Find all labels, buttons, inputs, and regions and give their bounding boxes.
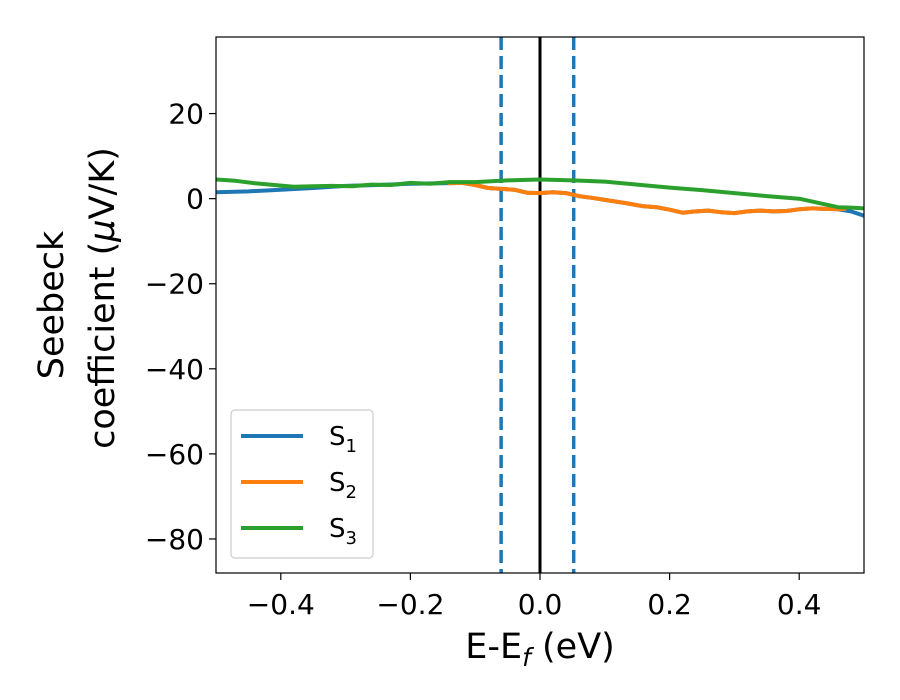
y-axis-label-line2-main: coefficient ( bbox=[83, 242, 123, 449]
vertical-reference-lines bbox=[499, 37, 576, 573]
legend-s1-name: S bbox=[329, 422, 346, 452]
series-layer bbox=[216, 177, 864, 218]
y-axis-label-line1: Seebeck bbox=[32, 230, 72, 379]
y-axis-ticks: 20 0 −20 −40 −60 −80 bbox=[145, 98, 216, 556]
x-axis-label-main: E-E bbox=[465, 627, 522, 667]
x-tick-label: −0.4 bbox=[247, 588, 315, 621]
series-line-s2 bbox=[447, 180, 847, 216]
y-axis-label: Seebeck coefficient (μV/K) bbox=[32, 147, 123, 449]
y-tick-label: −40 bbox=[145, 353, 204, 386]
y-tick-label: −20 bbox=[145, 268, 204, 301]
x-axis-ticks: −0.4 −0.2 0.0 0.2 0.4 bbox=[247, 573, 822, 621]
y-tick-label: 20 bbox=[168, 98, 204, 131]
y-tick-label: −80 bbox=[145, 523, 204, 556]
legend-s2-sub: 2 bbox=[346, 482, 357, 503]
y-tick-label: 0 bbox=[186, 183, 204, 216]
x-tick-label: 0.4 bbox=[777, 588, 822, 621]
legend-s3-name: S bbox=[329, 514, 346, 544]
x-axis-label-unit: (eV) bbox=[531, 627, 615, 667]
legend-label-s1: S1 bbox=[329, 422, 357, 457]
legend-s3-sub: 3 bbox=[346, 528, 357, 549]
x-axis-label: E-Ef (eV) bbox=[465, 627, 615, 672]
x-tick-label: 0.2 bbox=[647, 588, 692, 621]
legend: S1 S2 S3 bbox=[230, 409, 374, 559]
y-tick-label: −60 bbox=[145, 438, 204, 471]
x-tick-label: 0.0 bbox=[518, 588, 563, 621]
series-line-s3 bbox=[216, 177, 864, 211]
y-axis-label-unit: V/K) bbox=[83, 147, 123, 219]
y-axis-label-mu: μ bbox=[83, 219, 123, 242]
y-axis-label-line2: coefficient (μV/K) bbox=[83, 147, 123, 449]
legend-s2-name: S bbox=[329, 468, 346, 498]
legend-label-s3: S3 bbox=[329, 514, 357, 549]
x-tick-label: −0.2 bbox=[376, 588, 444, 621]
legend-s1-sub: 1 bbox=[346, 436, 357, 457]
legend-label-s2: S2 bbox=[329, 468, 357, 503]
